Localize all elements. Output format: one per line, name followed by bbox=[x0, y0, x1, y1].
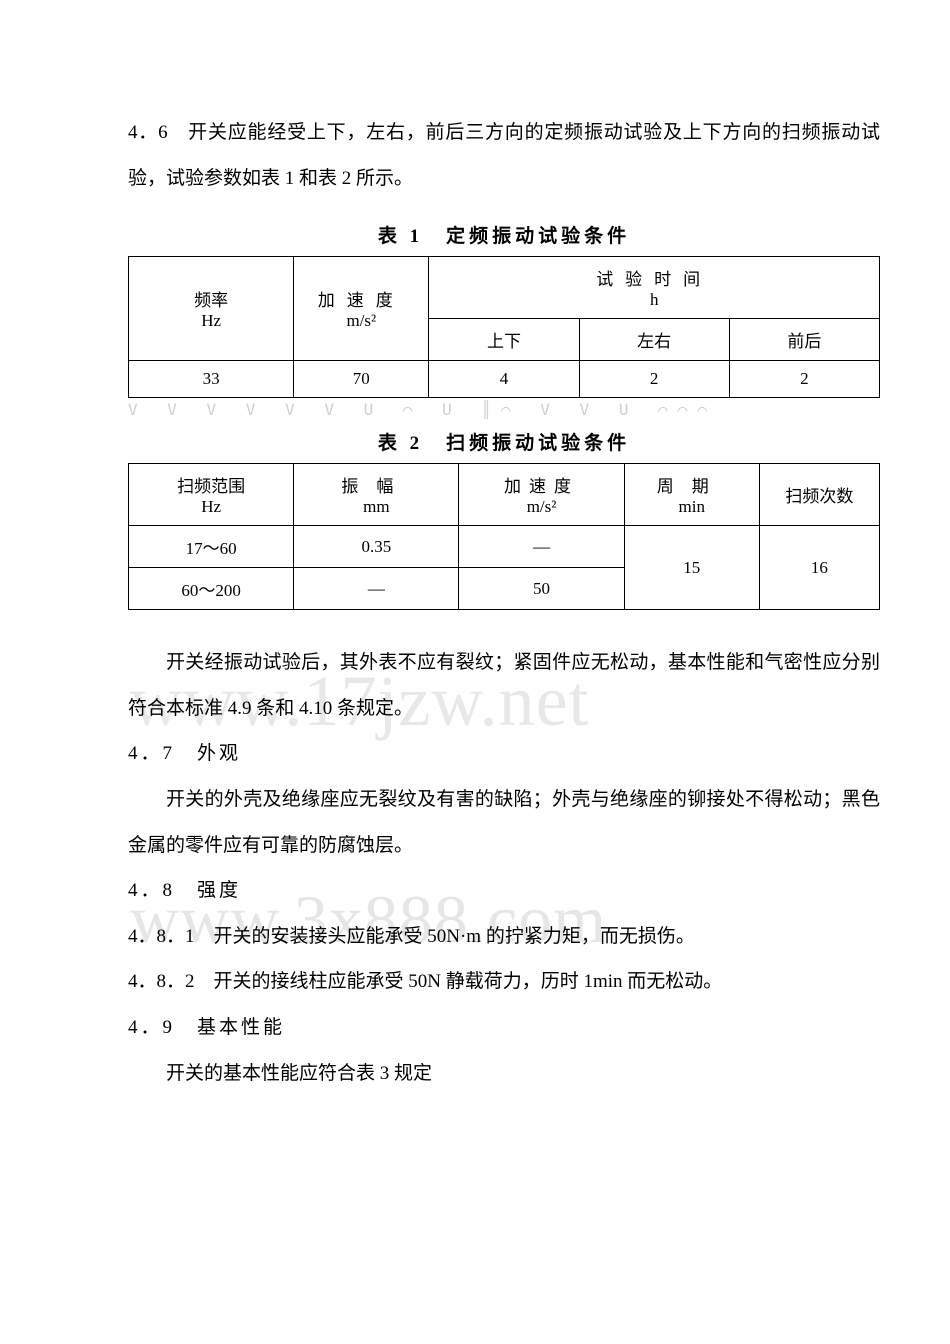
table2-header-accel-unit: m/s² bbox=[527, 497, 557, 516]
table2: 扫频范围 Hz 振幅 mm 加速度 m/s² 周期 min 扫频次数 17～60… bbox=[128, 463, 880, 610]
table2-r1-accel: — bbox=[459, 526, 624, 568]
table2-r2-range: 60～200 bbox=[129, 568, 294, 610]
table2-r1-count: 16 bbox=[759, 526, 879, 610]
table2-r1-range: 17～60 bbox=[129, 526, 294, 568]
table1-header-time-unit: h bbox=[650, 290, 659, 309]
paragraph-4-7-body: 开关的外壳及绝缘座应无裂纹及有害的缺陷；外壳与绝缘座的铆接处不得松动；黑色金属的… bbox=[128, 777, 880, 868]
table2-r1-amp: 0.35 bbox=[294, 526, 459, 568]
section-4-9-title: 4．9 基本性能 bbox=[128, 1005, 880, 1051]
table1-header-time-label: 试验时间 bbox=[596, 270, 712, 289]
table2-header-range-unit: Hz bbox=[201, 497, 221, 516]
table2-r1-period: 15 bbox=[624, 526, 759, 610]
table2-header-period-label: 周期 bbox=[657, 477, 727, 496]
section-4-7-title: 4．7 外观 bbox=[128, 731, 880, 777]
table1-cell-updown: 4 bbox=[429, 361, 579, 398]
paragraph-4-8-1: 4．8．1 开关的安装接头应能承受 50N·m 的拧紧力矩，而无损伤。 bbox=[128, 914, 880, 960]
table1: 频率 Hz 加速度 m/s² 试验时间 h 上下 左右 前后 33 70 4 2… bbox=[128, 256, 880, 398]
table1-header-time: 试验时间 h bbox=[429, 257, 880, 319]
table2-header-amp-unit: mm bbox=[363, 497, 389, 516]
table2-r2-amp: — bbox=[294, 568, 459, 610]
table2-header-range: 扫频范围 Hz bbox=[129, 464, 294, 526]
table1-header-leftright: 左右 bbox=[579, 319, 729, 361]
table2-caption: 表 2 扫频振动试验条件 bbox=[128, 428, 880, 455]
table1-cell-frontback: 2 bbox=[729, 361, 879, 398]
table2-header-period: 周期 min bbox=[624, 464, 759, 526]
table1-caption: 表 1 定频振动试验条件 bbox=[128, 221, 880, 248]
table1-header-accel: 加速度 m/s² bbox=[294, 257, 429, 361]
paragraph-post-table2: 开关经振动试验后，其外表不应有裂纹；紧固件应无松动，基本性能和气密性应分别符合本… bbox=[128, 640, 880, 731]
table2-header-accel-label: 加速度 bbox=[504, 477, 579, 496]
table2-header-period-unit: min bbox=[679, 497, 705, 516]
paragraph-4-8-2: 4．8．2 开关的接线柱应能承受 50N 静载荷力，历时 1min 而无松动。 bbox=[128, 959, 880, 1005]
table2-header-amp-label: 振幅 bbox=[341, 477, 411, 496]
table1-data-row: 33 70 4 2 2 bbox=[129, 361, 880, 398]
table1-header-row1: 频率 Hz 加速度 m/s² 试验时间 h bbox=[129, 257, 880, 319]
table2-r2-accel: 50 bbox=[459, 568, 624, 610]
table2-data-row1: 17～60 0.35 — 15 16 bbox=[129, 526, 880, 568]
table1-header-accel-unit: m/s² bbox=[346, 311, 376, 330]
paragraph-4-9-body: 开关的基本性能应符合表 3 规定 bbox=[128, 1051, 880, 1097]
table1-header-updown: 上下 bbox=[429, 319, 579, 361]
table1-cell-leftright: 2 bbox=[579, 361, 729, 398]
table1-cell-freq: 33 bbox=[129, 361, 294, 398]
table2-header-row: 扫频范围 Hz 振幅 mm 加速度 m/s² 周期 min 扫频次数 bbox=[129, 464, 880, 526]
table2-header-amp: 振幅 mm bbox=[294, 464, 459, 526]
table1-header-freq-unit: Hz bbox=[201, 311, 221, 330]
table1-header-frontback: 前后 bbox=[729, 319, 879, 361]
table1-cell-accel: 70 bbox=[294, 361, 429, 398]
paragraph-4-6: 4．6 开关应能经受上下，左右，前后三方向的定频振动试验及上下方向的扫频振动试验… bbox=[128, 110, 880, 201]
table2-header-count: 扫频次数 bbox=[759, 464, 879, 526]
table1-header-accel-label: 加速度 bbox=[318, 291, 405, 310]
table2-header-accel: 加速度 m/s² bbox=[459, 464, 624, 526]
table2-header-range-label: 扫频范围 bbox=[177, 477, 245, 496]
table1-header-freq: 频率 Hz bbox=[129, 257, 294, 361]
table1-header-freq-label: 频率 bbox=[194, 291, 228, 310]
section-4-8-title: 4．8 强度 bbox=[128, 868, 880, 914]
